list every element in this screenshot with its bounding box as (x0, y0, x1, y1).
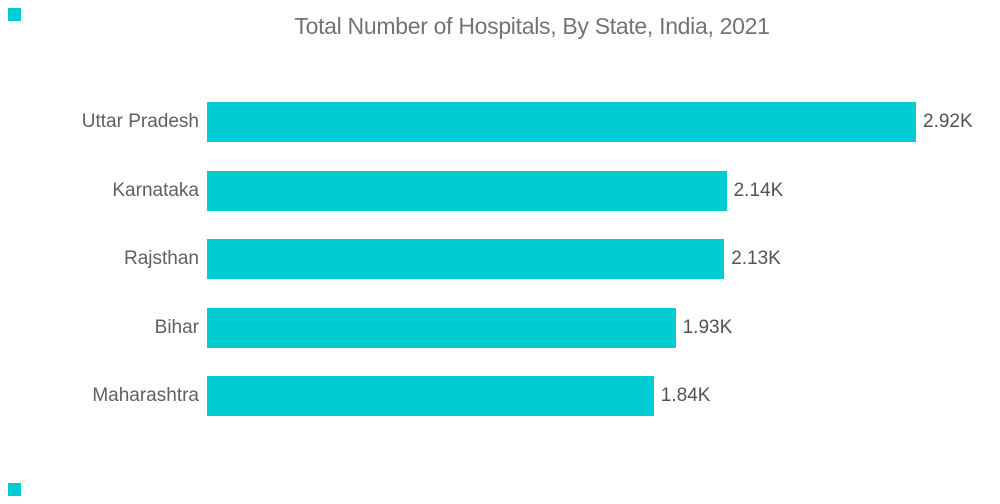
bar (207, 376, 654, 417)
category-label: Rajsthan (124, 248, 199, 270)
bar (207, 239, 725, 280)
top-left-corner-square-icon (8, 8, 21, 21)
value-label: 2.13K (731, 248, 781, 270)
bar (207, 102, 916, 143)
category-label: Maharashtra (92, 385, 199, 407)
value-label: 1.84K (660, 385, 711, 407)
bar (207, 170, 727, 211)
value-label: 1.93K (682, 316, 733, 338)
bar-row: Karnataka 2.14K (0, 157, 1000, 226)
value-label: 2.92K (923, 111, 973, 133)
bar-row: Bihar 1.93K (0, 294, 1000, 363)
bar (207, 307, 676, 348)
bar-row: Maharashtra 1.84K (0, 362, 1000, 431)
category-label: Karnataka (112, 179, 199, 201)
category-label: Uttar Pradesh (81, 111, 199, 133)
category-label: Bihar (154, 316, 199, 338)
chart-title: Total Number of Hospitals, By State, Ind… (294, 13, 770, 39)
bar-row: Rajsthan 2.13K (0, 225, 1000, 294)
bar-row: Uttar Pradesh 2.92K (0, 88, 1000, 157)
value-label: 2.14K (733, 179, 784, 201)
bottom-left-corner-square-icon (8, 483, 21, 496)
bar-rows: Uttar Pradesh 2.92K Karnataka 2.14K Rajsthan… (0, 88, 1000, 431)
